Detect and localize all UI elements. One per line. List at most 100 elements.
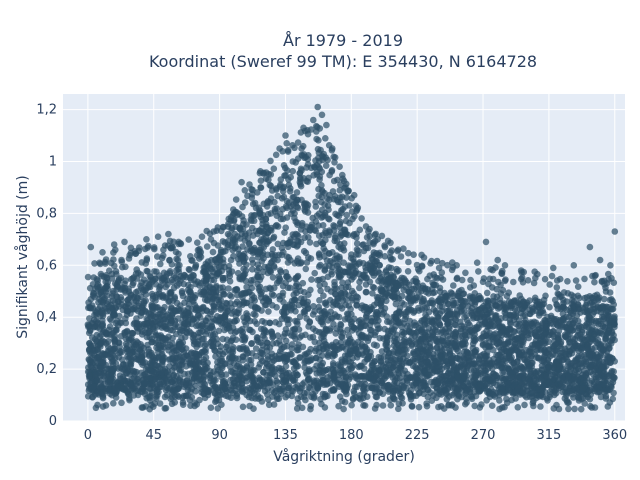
data-point: [92, 308, 99, 315]
data-point: [288, 341, 296, 348]
data-point: [246, 389, 254, 397]
data-point: [323, 257, 331, 264]
data-point: [264, 211, 272, 218]
data-point: [122, 340, 130, 348]
data-point: [258, 224, 266, 232]
data-point: [364, 337, 372, 345]
data-point: [290, 365, 298, 372]
data-point: [248, 266, 256, 273]
data-point: [306, 239, 314, 246]
data-point: [138, 384, 146, 392]
data-point: [158, 277, 166, 284]
data-point: [227, 338, 235, 345]
data-point: [256, 283, 264, 291]
data-point: [252, 345, 260, 352]
data-point: [93, 331, 101, 339]
data-point: [337, 290, 345, 297]
data-point: [347, 365, 355, 373]
data-point: [431, 289, 438, 296]
data-point: [268, 227, 275, 234]
data-point: [325, 215, 332, 222]
data-point: [369, 290, 376, 297]
data-point: [606, 386, 613, 394]
data-point: [377, 285, 384, 293]
data-point: [158, 369, 165, 377]
data-point: [212, 255, 220, 263]
data-point: [385, 350, 393, 357]
data-point: [360, 260, 367, 267]
data-point: [434, 313, 441, 320]
data-point: [602, 392, 610, 400]
data-point: [109, 366, 116, 373]
data-point: [273, 185, 280, 192]
data-point: [285, 385, 292, 392]
data-point: [505, 386, 513, 394]
data-point: [396, 304, 404, 312]
data-point: [286, 188, 294, 195]
data-point: [466, 326, 474, 334]
data-point: [262, 301, 270, 309]
data-point: [322, 311, 330, 318]
data-point: [353, 301, 361, 309]
data-point: [257, 290, 265, 298]
data-point: [337, 369, 345, 377]
data-point: [457, 328, 465, 335]
data-point: [182, 363, 190, 370]
data-point: [327, 308, 335, 316]
data-point: [466, 322, 474, 329]
data-point: [166, 341, 174, 349]
data-point: [254, 273, 261, 281]
data-point: [418, 306, 426, 313]
data-point: [244, 235, 252, 242]
data-point: [430, 392, 437, 399]
data-point: [116, 312, 123, 320]
data-point: [512, 313, 520, 321]
data-point: [110, 311, 117, 319]
data-point: [298, 384, 306, 392]
data-point: [204, 297, 211, 305]
data-point: [527, 319, 535, 326]
data-point: [167, 355, 174, 363]
data-point: [248, 350, 256, 357]
data-point: [138, 304, 146, 311]
data-point: [128, 356, 135, 363]
data-point: [294, 320, 301, 328]
data-point: [469, 378, 476, 385]
data-point: [306, 227, 314, 234]
data-point: [301, 208, 309, 215]
data-point: [591, 356, 598, 364]
data-point: [280, 383, 287, 391]
data-point: [477, 294, 484, 302]
data-point: [385, 331, 392, 338]
data-point: [340, 247, 348, 254]
data-point: [355, 270, 363, 278]
data-point: [202, 354, 210, 361]
data-point: [312, 198, 319, 206]
data-point: [391, 362, 398, 370]
data-point: [311, 365, 318, 373]
data-point: [585, 324, 592, 331]
data-point: [302, 265, 310, 273]
data-point: [570, 371, 578, 379]
data-point: [148, 338, 155, 346]
data-point: [259, 251, 266, 259]
data-point: [268, 350, 276, 358]
data-point: [242, 277, 249, 285]
data-point: [328, 271, 336, 278]
data-point: [227, 363, 234, 371]
data-point: [319, 213, 327, 220]
data-point: [347, 347, 354, 355]
data-point: [165, 347, 172, 354]
data-point: [380, 382, 388, 390]
data-point: [280, 333, 287, 340]
data-point: [312, 354, 320, 362]
data-point: [273, 339, 280, 347]
data-point: [294, 221, 301, 228]
data-point: [329, 360, 337, 367]
data-point: [353, 240, 361, 247]
data-point: [514, 384, 521, 391]
data-point: [86, 372, 94, 380]
data-point: [499, 385, 506, 393]
data-point: [206, 372, 214, 379]
data-point: [146, 283, 154, 291]
